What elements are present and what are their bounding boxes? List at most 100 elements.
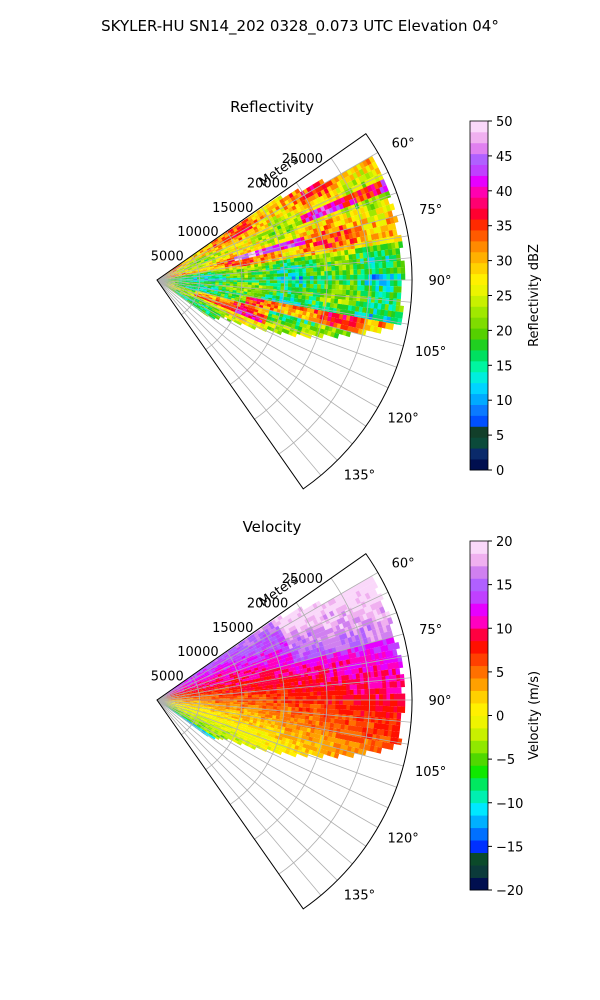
field-cell <box>262 271 267 275</box>
field-cell <box>229 675 235 679</box>
field-cell <box>199 300 204 304</box>
field-cell <box>246 247 252 251</box>
field-cell <box>275 295 281 300</box>
field-cell <box>317 695 322 700</box>
field-cell <box>210 256 216 260</box>
field-cell <box>358 588 366 596</box>
field-cell <box>184 259 189 263</box>
field-cell <box>226 256 231 260</box>
field-cell <box>184 269 189 272</box>
field-cell <box>274 254 280 259</box>
field-cell <box>298 245 304 250</box>
field-cell <box>335 607 342 614</box>
field-cell <box>187 257 192 261</box>
field-cell <box>202 309 207 314</box>
field-cell <box>231 261 236 265</box>
field-cell <box>353 269 358 275</box>
field-cell <box>207 257 212 261</box>
field-cell <box>338 185 345 193</box>
field-cell <box>266 700 271 703</box>
field-cell <box>222 657 227 662</box>
field-cell <box>202 247 208 252</box>
field-cell <box>284 700 289 704</box>
radial-tick-label: 20000 <box>247 176 288 191</box>
field-cell <box>326 297 332 303</box>
field-cell <box>353 264 358 270</box>
field-cell <box>211 287 216 290</box>
field-cell <box>397 267 402 274</box>
field-cell <box>243 659 249 664</box>
field-cell <box>347 249 353 255</box>
field-cell <box>242 308 248 312</box>
field-cell <box>273 305 279 310</box>
field-cell <box>259 697 264 700</box>
field-cell <box>385 255 390 262</box>
field-cell <box>329 302 335 308</box>
field-cell <box>230 259 236 263</box>
field-cell <box>215 248 220 252</box>
field-cell <box>300 256 306 261</box>
field-cell <box>204 250 209 254</box>
field-cell <box>362 246 368 253</box>
field-cell <box>178 683 182 687</box>
field-cell <box>351 248 357 255</box>
field-cell <box>254 266 259 270</box>
field-cell <box>364 280 369 286</box>
field-cell <box>401 700 406 707</box>
field-cell <box>185 273 190 275</box>
field-cell <box>172 289 177 293</box>
field-cell <box>212 296 217 300</box>
field-cell <box>198 255 203 259</box>
field-cell <box>357 285 362 291</box>
field-cell <box>226 309 232 313</box>
field-cell <box>390 273 395 280</box>
field-cell <box>256 257 262 262</box>
field-cell <box>171 283 176 285</box>
field-cell <box>198 264 203 267</box>
field-cell <box>269 280 275 284</box>
field-cell <box>374 256 380 263</box>
field-cell <box>395 668 401 675</box>
field-cell <box>196 270 201 273</box>
field-cell <box>297 260 303 266</box>
colorbar-swatch <box>470 142 488 155</box>
field-cell <box>338 284 344 290</box>
field-cell <box>311 254 317 260</box>
field-cell <box>342 603 349 611</box>
field-cell <box>192 286 197 289</box>
field-cell <box>378 262 384 269</box>
field-cell <box>361 166 369 175</box>
field-cell <box>313 275 318 280</box>
field-cell <box>233 312 239 316</box>
field-cell <box>331 275 337 280</box>
field-cell <box>222 281 227 284</box>
field-cell <box>327 289 333 294</box>
field-cell <box>233 253 238 258</box>
field-cell <box>216 663 222 667</box>
field-cell <box>271 314 277 319</box>
field-cell <box>188 271 194 274</box>
field-cell <box>175 291 180 295</box>
field-cell <box>227 295 233 298</box>
field-cell <box>225 270 231 273</box>
field-cell <box>360 263 365 270</box>
field-cell <box>302 244 308 249</box>
field-cell <box>191 267 196 270</box>
field-cell <box>380 303 386 310</box>
field-cell <box>200 671 205 675</box>
field-cell <box>392 229 398 237</box>
field-cell <box>355 253 361 260</box>
field-cell <box>222 274 227 277</box>
field-cell <box>277 273 282 277</box>
field-cell <box>193 682 198 685</box>
field-cell <box>340 250 346 256</box>
field-cell <box>210 267 215 270</box>
field-cell <box>178 276 183 278</box>
field-cell <box>215 679 221 683</box>
field-cell <box>373 602 380 610</box>
field-cell <box>378 256 383 263</box>
field-cell <box>201 303 207 307</box>
field-cell <box>380 250 386 257</box>
field-cell <box>227 307 233 311</box>
field-cell <box>205 310 211 315</box>
